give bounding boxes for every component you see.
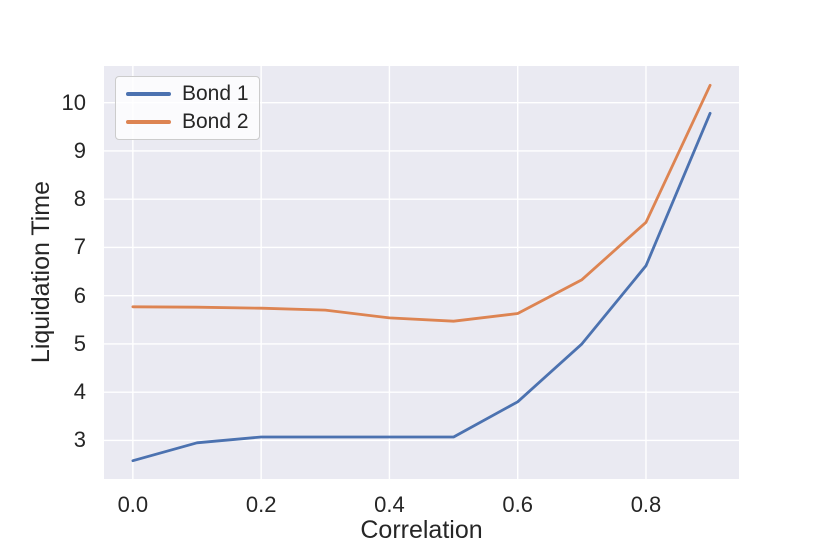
y-tick-label: 4 [73, 379, 86, 405]
x-axis-label: Correlation [360, 516, 483, 544]
x-tick-label: 0.4 [374, 492, 405, 517]
x-tick-label: 0.8 [630, 492, 662, 517]
y-tick-label: 8 [73, 186, 86, 212]
x-tick-label: 0.6 [502, 492, 533, 517]
legend-line-swatch [126, 92, 171, 96]
y-tick-label: 3 [73, 427, 86, 453]
legend: Bond 1 Bond 2 [115, 76, 260, 140]
legend-entry-bond-2: Bond 2 [126, 108, 249, 136]
x-tick-label: 0.2 [245, 492, 277, 517]
y-tick-label: 7 [73, 234, 86, 260]
y-tick-label: 9 [73, 137, 86, 163]
y-axis-label-text: Liquidation Time [26, 181, 55, 364]
y-tick-label: 5 [73, 330, 86, 356]
y-tick-label: 6 [73, 282, 86, 308]
plot-area: Bond 1 Bond 2 [104, 66, 739, 479]
legend-line-swatch [126, 120, 171, 124]
y-tick-label: 10 [61, 89, 86, 115]
series-line-bond-1 [131, 111, 712, 463]
y-axis-label: Liquidation Time [24, 66, 58, 479]
legend-entry-bond-1: Bond 1 [126, 80, 249, 108]
legend-label: Bond 2 [182, 110, 249, 133]
legend-label: Bond 1 [182, 82, 249, 105]
x-tick-label: 0.0 [117, 492, 149, 517]
plot-canvas [104, 66, 739, 479]
series-line-bond-2 [131, 83, 712, 323]
